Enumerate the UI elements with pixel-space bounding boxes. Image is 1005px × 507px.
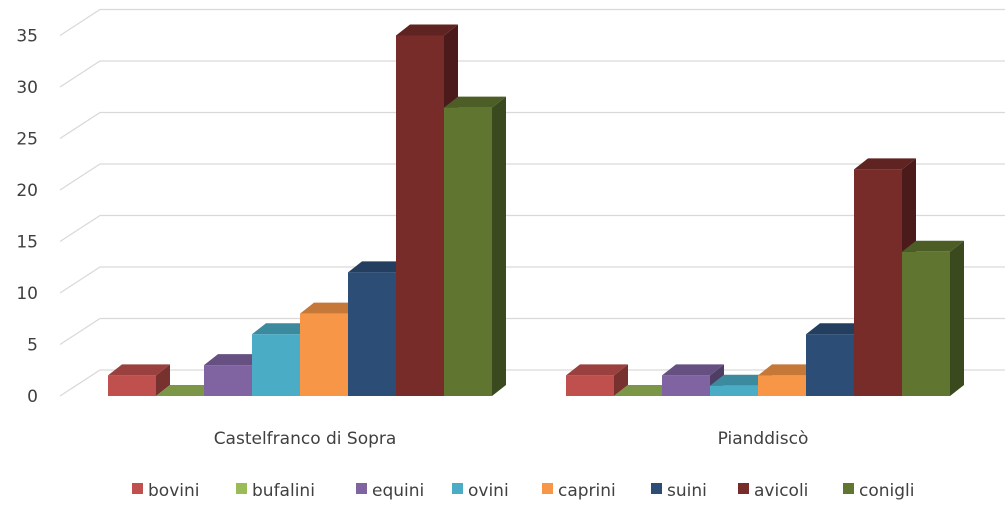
y-tick-label: 0	[27, 387, 38, 407]
y-tick-label: 25	[16, 130, 38, 150]
category-label: Pianddiscò	[718, 429, 809, 449]
gridline	[59, 60, 1005, 88]
legend-label: caprini	[558, 481, 616, 501]
gridline	[59, 8, 1005, 37]
legend: bovini bufalini equini ovini caprini suini avi…	[132, 481, 914, 501]
bar-bovini	[108, 364, 170, 396]
bar-front	[204, 365, 252, 396]
bar-front	[758, 375, 806, 396]
legend-item-avicoli: avicoli	[738, 481, 808, 501]
legend-item-conigli: conigli	[843, 481, 914, 501]
bar-side	[156, 364, 170, 396]
legend-swatch	[452, 483, 463, 494]
bar-top	[252, 323, 314, 335]
bar-top	[444, 96, 506, 108]
y-tick-label: 5	[27, 336, 38, 356]
legend-item-caprini: caprini	[542, 481, 616, 501]
bar-front	[902, 251, 950, 396]
legend-swatch	[542, 483, 553, 494]
bar-side	[950, 240, 964, 396]
legend-swatch	[356, 483, 367, 494]
bar-top	[108, 364, 170, 376]
bar-top	[300, 302, 362, 314]
legend-label: equini	[372, 481, 424, 501]
bar-front	[662, 375, 710, 396]
legend-swatch	[843, 483, 854, 494]
bar-side	[614, 364, 628, 396]
bar-front	[348, 272, 396, 396]
legend-label: ovini	[468, 481, 509, 501]
bar-front	[108, 375, 156, 396]
bar-top	[204, 354, 266, 366]
bar-bovini	[566, 364, 628, 396]
bar-bufalini	[156, 385, 218, 396]
bar-front	[396, 35, 444, 396]
bar-side	[492, 96, 506, 396]
bar-equini	[662, 364, 724, 396]
bar-conigli	[444, 96, 506, 396]
y-axis-ticks: 0 5 10 15 20 25 30 35	[16, 27, 38, 408]
legend-swatch	[738, 483, 749, 494]
bar-top	[662, 364, 724, 376]
category-labels: Castelfranco di Sopra Pianddiscò	[214, 429, 809, 449]
bar-top	[806, 323, 868, 335]
legend-item-ovini: ovini	[452, 481, 509, 501]
bar-front	[252, 334, 300, 396]
legend-label: suini	[667, 481, 707, 501]
y-tick-label: 35	[16, 27, 38, 47]
legend-label: avicoli	[754, 481, 808, 501]
bar-top	[902, 240, 964, 252]
legend-item-equini: equini	[356, 481, 424, 501]
bar-front	[566, 375, 614, 396]
bar-front	[300, 313, 348, 396]
bar-front	[854, 169, 902, 396]
legend-item-suini: suini	[651, 481, 707, 501]
bar-top	[614, 385, 676, 396]
y-tick-label: 10	[16, 284, 38, 304]
bar-front	[806, 334, 854, 396]
legend-swatch	[651, 483, 662, 494]
bar-top	[156, 385, 218, 396]
gridline	[59, 266, 1005, 294]
gridline	[59, 163, 1005, 191]
legend-item-bovini: bovini	[132, 481, 199, 501]
bar-top	[396, 24, 458, 36]
grid	[59, 8, 1005, 397]
category-label: Castelfranco di Sopra	[214, 429, 397, 449]
gridline	[59, 214, 1005, 243]
legend-swatch	[236, 483, 247, 494]
bar-top	[348, 261, 410, 273]
bars	[108, 24, 964, 396]
bar-top	[758, 364, 820, 376]
legend-label: bufalini	[252, 481, 315, 501]
y-tick-label: 30	[16, 78, 38, 98]
bar-front	[444, 107, 492, 396]
bar-top	[854, 158, 916, 170]
legend-label: conigli	[859, 481, 914, 501]
legend-label: bovini	[148, 481, 199, 501]
legend-swatch	[132, 483, 143, 494]
y-tick-label: 15	[16, 233, 38, 253]
gridline	[59, 317, 1005, 346]
legend-item-bufalini: bufalini	[236, 481, 315, 501]
gridline	[59, 111, 1005, 140]
bar-conigli	[902, 240, 964, 396]
bar-bufalini	[614, 385, 676, 396]
y-tick-label: 20	[16, 181, 38, 201]
bar-front	[710, 385, 758, 396]
bar-top	[566, 364, 628, 376]
bar-top	[710, 374, 772, 386]
